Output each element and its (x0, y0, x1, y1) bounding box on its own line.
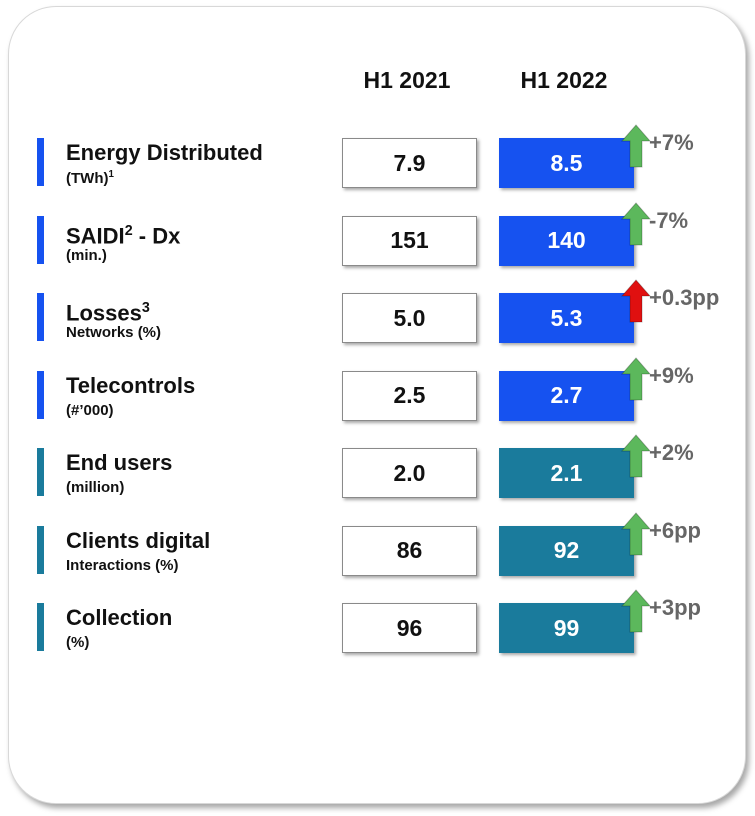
value-2022: 8.5 (499, 138, 634, 188)
change: +0.3pp (649, 285, 720, 310)
up-arrow (621, 511, 651, 555)
value-2022: 92 (499, 525, 634, 576)
up-arrow (621, 124, 651, 168)
value-2021: 7.9 (342, 138, 477, 188)
accent-bar (37, 293, 44, 341)
value-2021: 2.0 (342, 448, 477, 498)
arrow-shape (621, 201, 651, 245)
label-suffix: - Dx (132, 222, 181, 248)
row-sublabel: (min.) (66, 247, 107, 264)
sublabel-text: Networks (%) (66, 324, 162, 341)
change: +9% (649, 362, 694, 388)
change: -7% (649, 207, 689, 233)
sublabel-text: (%) (66, 634, 90, 651)
up-arrow (621, 279, 651, 323)
value-2021: 96 (342, 603, 477, 653)
up-arrow (621, 589, 651, 633)
row-label: Collection (66, 605, 172, 631)
value-2021: 5.0 (342, 293, 477, 343)
accent-bar (37, 525, 44, 574)
arrow-shape (621, 434, 651, 478)
change: +7% (649, 130, 694, 155)
label-text: Telecontrols (66, 372, 196, 398)
change: +2% (649, 440, 694, 465)
arrow-shape (621, 511, 651, 555)
sublabel-text: (min.) (66, 246, 107, 264)
footnote-mark: 3 (141, 300, 150, 316)
arrow-shape (621, 356, 651, 400)
footnote-mark: 2 (124, 222, 133, 239)
row-label: Clients digital (66, 528, 210, 554)
column-header: H1 2022 (520, 67, 608, 93)
value-2021: 151 (342, 215, 477, 266)
change: +3pp (649, 595, 701, 620)
accent-bar (37, 448, 44, 496)
row-sublabel: Interactions (%) (66, 557, 179, 574)
row-sublabel: (%) (66, 634, 89, 651)
value-2021: 86 (342, 525, 477, 576)
label-text: End users (66, 450, 173, 475)
value-2022: 99 (499, 603, 634, 653)
sublabel-text: (#’000) (66, 401, 114, 419)
arrow-shape (621, 124, 651, 168)
value-2022: 2.7 (499, 370, 634, 421)
label-text: Losses (66, 300, 142, 326)
up-arrow (621, 356, 651, 400)
footnote-mark: 1 (108, 169, 114, 180)
change: +6pp (649, 517, 701, 543)
value-2021: 2.5 (342, 370, 477, 421)
accent-bar (37, 138, 44, 186)
row-sublabel: (million) (66, 479, 124, 496)
value-2022: 5.3 (499, 293, 634, 343)
sublabel-text: Interactions (%) (66, 556, 179, 574)
sublabel-text: (million) (66, 479, 125, 496)
row-sublabel: (TWh)1 (66, 169, 114, 187)
column-header: H1 2021 (363, 67, 451, 93)
card: H1 2021 H1 2022 Energy Distributed (TWh)1… (8, 6, 746, 804)
row-label: Losses3 (66, 295, 150, 326)
arrow-shape (621, 589, 651, 633)
value-2022: 2.1 (499, 448, 634, 498)
sublabel-text: (TWh) (66, 170, 109, 187)
row-label: SAIDI2 - Dx (66, 218, 180, 249)
value-2022: 140 (499, 215, 634, 266)
label-text: Energy Distributed (66, 140, 263, 165)
accent-bar (37, 370, 44, 419)
label-text: Clients digital (66, 527, 211, 553)
row-label: End users (66, 450, 172, 476)
accent-bar (37, 603, 44, 651)
up-arrow (621, 434, 651, 478)
row-label: Telecontrols (66, 373, 195, 399)
accent-bar (37, 215, 44, 264)
row-label: Energy Distributed (66, 140, 263, 166)
label-text: SAIDI (66, 222, 125, 248)
arrow-shape (621, 279, 651, 323)
row-sublabel: Networks (%) (66, 324, 161, 341)
up-arrow (621, 201, 651, 245)
label-text: Collection (66, 605, 173, 630)
row-sublabel: (#’000) (66, 402, 114, 419)
